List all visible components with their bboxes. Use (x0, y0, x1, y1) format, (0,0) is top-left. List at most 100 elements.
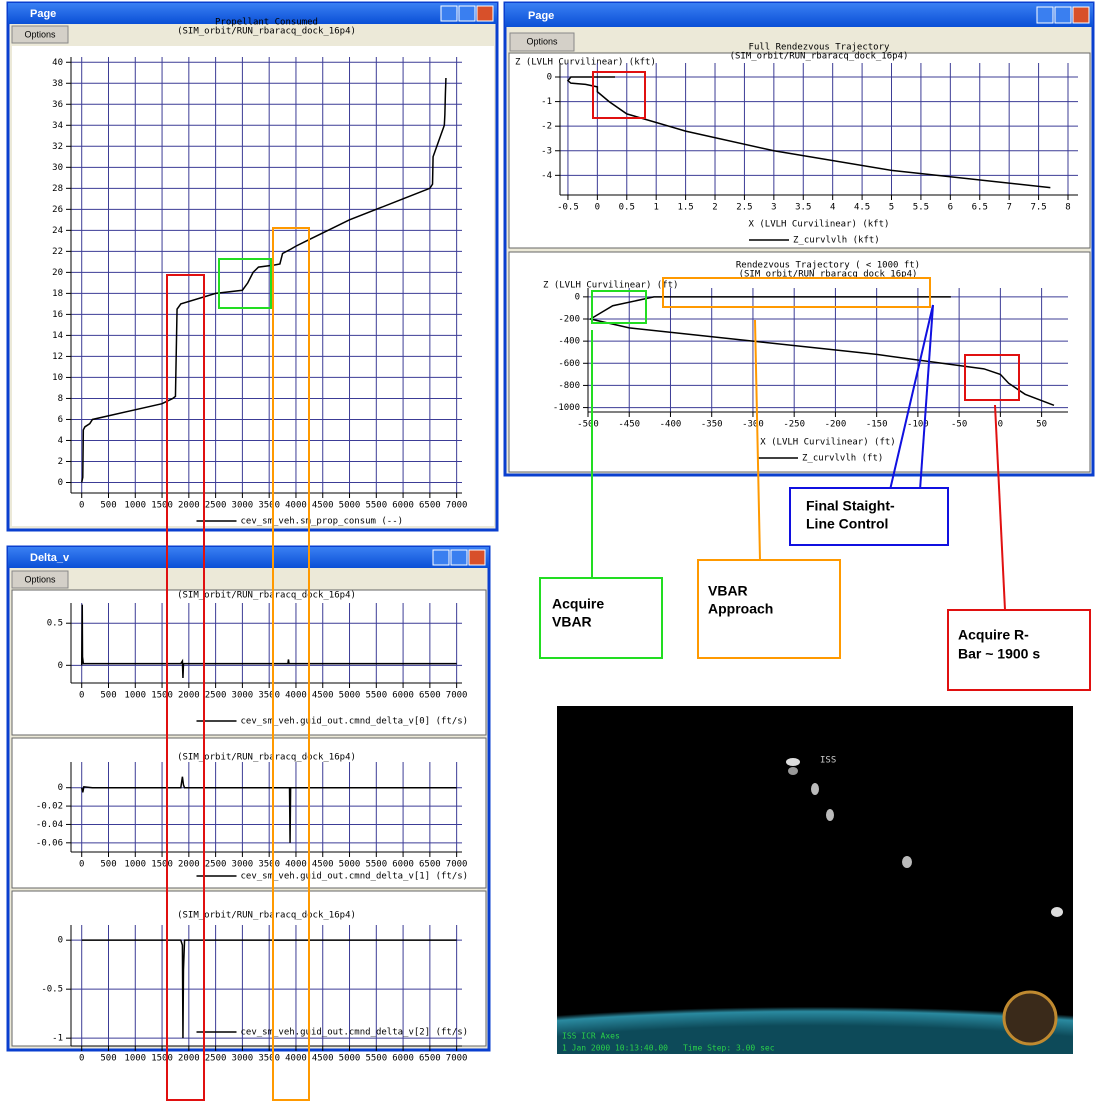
close-button[interactable] (476, 5, 494, 22)
chart-subtitle: (SIM_orbit/RUN_rbaracq_dock_16p4) (177, 911, 356, 921)
legend-label: cev_sm_veh.guid_out.cmnd_delta_v[1] (ft/… (241, 872, 469, 882)
y-tick-label: 26 (52, 205, 63, 215)
x-tick-label: 3000 (232, 691, 254, 701)
data-line (566, 76, 1051, 189)
window-title: Delta_v (30, 552, 70, 564)
data-line (81, 939, 457, 1039)
data-line (588, 296, 1055, 407)
window: Delta_v Options (6, 545, 491, 1052)
x-tick-label: 3 (771, 203, 776, 213)
data-line (80, 604, 457, 678)
x-tick-label: 4.5 (854, 203, 870, 213)
x-axis-label: X (LVLH Curvilinear) (kft) (749, 220, 890, 230)
x-tick-label: 1 (653, 203, 658, 213)
minimize-button[interactable] (440, 5, 458, 22)
y-tick-label: 0 (547, 73, 552, 83)
x-tick-label: 4500 (312, 691, 334, 701)
y-tick-label: 0 (58, 478, 63, 488)
minimize-button[interactable] (432, 549, 450, 566)
close-button[interactable] (468, 549, 486, 566)
plot-panel (11, 890, 487, 1047)
plot-panel (508, 251, 1091, 473)
x-tick-label: 6000 (392, 691, 414, 701)
x-tick-label: 5500 (365, 860, 387, 870)
y-tick-label: 22 (52, 247, 63, 257)
x-tick-label: 2500 (205, 501, 227, 511)
x-tick-label: 0 (79, 1054, 84, 1064)
x-tick-label: 5000 (339, 501, 361, 511)
chart-subtitle: (SIM_orbit/RUN_rbaracq_dock_16p4) (177, 27, 356, 37)
x-tick-label: 3500 (258, 860, 280, 870)
x-tick-label: 6000 (392, 860, 414, 870)
x-tick-label: 7000 (446, 1054, 468, 1064)
x-tick-label: -450 (618, 420, 640, 430)
x-tick-label: 5 (889, 203, 894, 213)
x-tick-label: 0 (998, 420, 1003, 430)
y-tick-label: -600 (558, 359, 580, 369)
y-tick-label: -4 (541, 171, 552, 181)
x-tick-label: 3000 (232, 1054, 254, 1064)
x-tick-label: 500 (100, 860, 116, 870)
minimize-button[interactable] (1036, 6, 1054, 24)
x-tick-label: 5500 (365, 501, 387, 511)
x-tick-label: -200 (825, 420, 847, 430)
chart-title: Rendezvous Trajectory ( < 1000 ft) (736, 261, 920, 271)
x-tick-label: 2 (712, 203, 717, 213)
x-tick-label: 7 (1006, 203, 1011, 213)
x-tick-label: 0 (79, 860, 84, 870)
data-line (80, 77, 447, 483)
x-tick-label: 500 (100, 501, 116, 511)
options-button[interactable] (11, 570, 69, 589)
x-tick-label: 2500 (205, 1054, 227, 1064)
x-tick-label: 500 (100, 1054, 116, 1064)
y-tick-label: -0.04 (36, 820, 63, 830)
y-tick-label: 2 (58, 457, 63, 467)
options-button[interactable] (11, 25, 69, 44)
x-tick-label: 4000 (285, 1054, 307, 1064)
options-button[interactable] (509, 32, 575, 52)
x-tick-label: 500 (100, 691, 116, 701)
x-tick-label: 1000 (124, 691, 146, 701)
x-tick-label: 0 (79, 691, 84, 701)
plot-panel (12, 46, 494, 526)
charts: Propellant Consumed(SIM_orbit/RUN_rbarac… (36, 18, 1078, 1064)
y-tick-label: -200 (558, 315, 580, 325)
chart-title: Full Rendezvous Trajectory (749, 43, 890, 53)
y-tick-label: -0.02 (36, 802, 63, 812)
y-tick-label: 16 (52, 310, 63, 320)
target-label: ISS (820, 756, 836, 766)
data-line (80, 776, 457, 843)
x-tick-label: -350 (701, 420, 723, 430)
close-button[interactable] (1072, 6, 1090, 24)
x-tick-label: 4500 (312, 860, 334, 870)
y-tick-label: -0.06 (36, 838, 63, 848)
x-tick-label: 2000 (178, 501, 200, 511)
y-tick-label: 38 (52, 79, 63, 89)
y-tick-label: 10 (52, 373, 63, 383)
y-tick-label: 0 (58, 783, 63, 793)
x-tick-label: 6.5 (972, 203, 988, 213)
y-tick-label: 30 (52, 163, 63, 173)
x-tick-label: -50 (951, 420, 967, 430)
x-tick-label: 1.5 (677, 203, 693, 213)
x-tick-label: -250 (783, 420, 805, 430)
x-tick-label: 1000 (124, 1054, 146, 1064)
x-tick-label: 0 (79, 501, 84, 511)
x-tick-label: 4500 (312, 501, 334, 511)
x-tick-label: 7000 (446, 501, 468, 511)
x-tick-label: 3000 (232, 860, 254, 870)
viewer: ISS ISS ICR Axes 1 Jan 2000 10:13:40.00 … (557, 706, 1073, 1054)
maximize-button[interactable] (1054, 6, 1072, 24)
annotation: Line Control (806, 516, 888, 532)
annotation: VBAR (708, 583, 748, 599)
maximize-button[interactable] (458, 5, 476, 22)
x-tick-label: 3500 (258, 691, 280, 701)
maximize-button[interactable] (450, 549, 468, 566)
x-tick-label: 1000 (124, 860, 146, 870)
step-label: Time Step: 3.00 sec (683, 1044, 775, 1053)
y-tick-label: 24 (52, 226, 63, 236)
x-tick-label: 7000 (446, 691, 468, 701)
annotation: Acquire (552, 596, 604, 612)
legend-label: Z_curvlvlh (kft) (793, 236, 880, 246)
chart-subtitle: (SIM_orbit/RUN_rbaracq_dock_16p4) (177, 753, 356, 763)
